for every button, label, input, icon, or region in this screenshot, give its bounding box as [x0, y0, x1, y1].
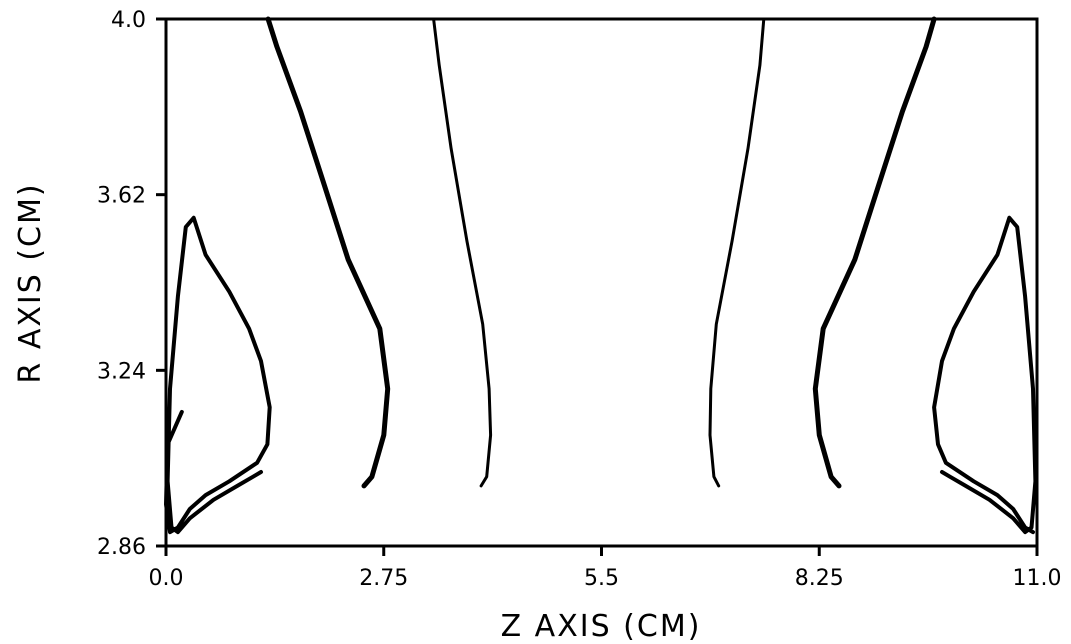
x-tick-label: 5.5 — [584, 566, 619, 591]
series-line-4 — [812, 16, 937, 489]
plot-curves — [164, 16, 1038, 535]
series-line-6 — [932, 215, 1038, 535]
x-tick-label: 0.0 — [149, 566, 184, 591]
x-axis-title: Z AXIS (CM) — [501, 609, 702, 644]
y-tick-label: 3.24 — [97, 359, 146, 384]
x-tick-label: 11.0 — [1013, 566, 1062, 591]
series-line-3 — [708, 17, 766, 488]
y-tick-label: 3.62 — [97, 184, 146, 209]
x-tick-label: 8.25 — [795, 566, 844, 591]
y-tick-label: 2.86 — [97, 535, 146, 560]
tick-labels: 0.0 2.75 5.5 8.25 11.0 2.86 3.24 3.62 4.0 — [97, 8, 1061, 591]
x-tick-label: 2.75 — [359, 566, 408, 591]
y-axis-title: R AXIS (CM) — [13, 182, 48, 383]
series-line-2 — [432, 17, 493, 488]
series-line-1 — [265, 16, 391, 489]
axis-ticks — [156, 17, 1039, 556]
series-line-5 — [164, 215, 272, 535]
y-tick-label: 4.0 — [111, 8, 146, 33]
